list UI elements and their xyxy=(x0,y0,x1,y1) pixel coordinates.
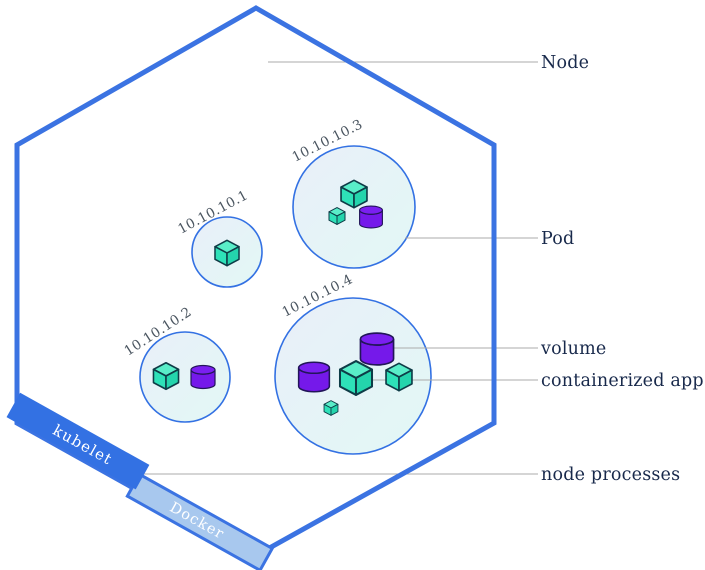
pod-label: Pod xyxy=(541,229,574,249)
node-processes-label: node processes xyxy=(541,465,680,485)
volume-icon xyxy=(190,364,216,390)
containerized-app-icon xyxy=(340,179,368,209)
containerized-app-icon xyxy=(152,361,180,391)
pod-circle-2 xyxy=(139,331,231,423)
containerized-app-icon xyxy=(328,207,346,225)
containerized-app-label: containerized app xyxy=(541,371,704,391)
volume-icon xyxy=(359,332,395,366)
volume-label: volume xyxy=(540,339,606,359)
kubelet-band xyxy=(6,392,150,490)
node-label: Node xyxy=(541,53,589,73)
containerized-app-icon xyxy=(385,362,413,392)
containerized-app-icon xyxy=(214,239,240,267)
volume-icon xyxy=(297,361,331,393)
volume-icon xyxy=(359,205,383,229)
containerized-app-icon xyxy=(323,400,339,416)
containerized-app-icon xyxy=(338,360,374,396)
